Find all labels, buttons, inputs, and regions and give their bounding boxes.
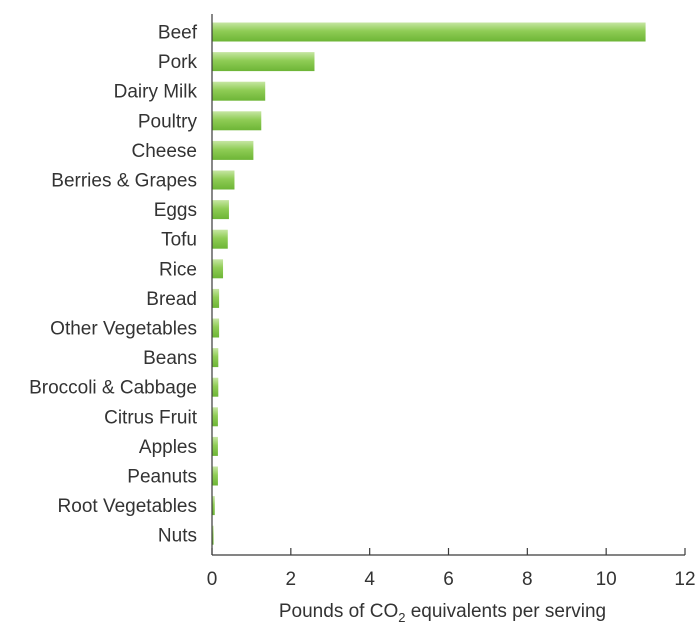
bar-root-vegetables [212, 496, 215, 516]
x-axis-title-sub: 2 [398, 610, 405, 625]
category-label: Root Vegetables [58, 496, 197, 517]
x-tick-label: 0 [207, 569, 218, 590]
category-label: Berries & Grapes [51, 171, 197, 192]
category-label: Cheese [132, 141, 198, 162]
category-label: Pork [158, 52, 198, 73]
category-label: Bread [146, 289, 197, 310]
bar-other-vegetables [212, 318, 220, 338]
bar-cheese [212, 140, 254, 160]
category-label: Dairy Milk [114, 82, 198, 103]
x-axis-title-post: equivalents per serving [405, 601, 606, 622]
bar-tofu [212, 229, 228, 249]
bar-citrus-fruit [212, 407, 218, 427]
bar-eggs [212, 200, 229, 220]
x-tick-label: 4 [364, 569, 375, 590]
category-label: Beans [143, 348, 197, 369]
bar-dairy-milk [212, 81, 266, 101]
x-axis-ticks: 0 2 4 6 8 10 12 [207, 548, 696, 590]
bar-peanuts [212, 466, 218, 486]
category-label: Broccoli & Cabbage [29, 378, 197, 399]
category-label: Nuts [158, 526, 197, 547]
category-labels: Beef Pork Dairy Milk Poultry Cheese Berries &… [29, 23, 198, 547]
bar-pork [212, 52, 315, 72]
x-axis-title: Pounds of CO2 equivalents per serving [279, 601, 606, 625]
x-tick-label: 10 [596, 569, 617, 590]
bar-bread [212, 288, 220, 308]
bar-broccoli-cabbage [212, 377, 219, 397]
category-label: Poultry [138, 111, 198, 132]
x-axis-title-pre: Pounds of CO [279, 601, 398, 622]
bar-rice [212, 259, 224, 279]
category-label: Beef [158, 23, 198, 44]
category-label: Tofu [161, 230, 197, 251]
bar-beans [212, 348, 219, 368]
x-tick-label: 6 [443, 569, 454, 590]
x-tick-label: 2 [286, 569, 297, 590]
bar-poultry [212, 111, 262, 131]
category-label: Rice [159, 259, 197, 280]
bar-beef [212, 22, 646, 42]
x-tick-label: 8 [522, 569, 533, 590]
category-label: Other Vegetables [50, 319, 197, 340]
bar-nuts [212, 525, 214, 545]
category-label: Citrus Fruit [104, 407, 198, 428]
x-tick-label: 12 [674, 569, 695, 590]
bar-apples [212, 436, 218, 456]
bar-berries-grapes [212, 170, 235, 190]
category-label: Eggs [154, 200, 197, 221]
category-label: Peanuts [127, 467, 197, 488]
category-label: Apples [139, 437, 197, 458]
bars-group [212, 22, 646, 545]
